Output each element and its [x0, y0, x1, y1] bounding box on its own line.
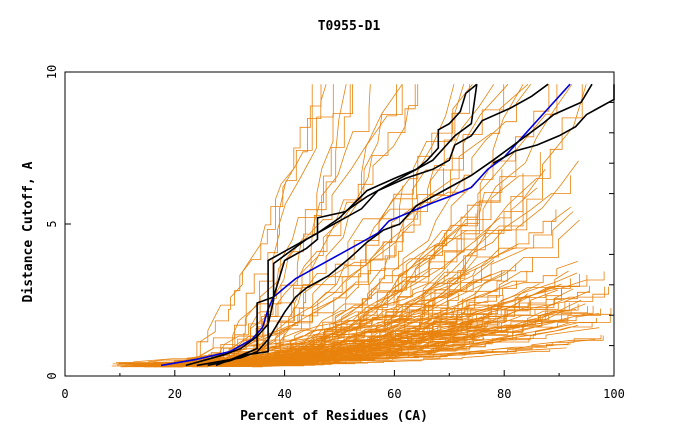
background-series-line: [179, 84, 322, 364]
background-series-line: [162, 167, 444, 367]
background-series-line: [246, 83, 573, 367]
x-tick-label: 20: [168, 387, 182, 401]
background-series-line: [188, 84, 470, 366]
background-series-group: [111, 83, 612, 368]
y-axis: 0 5 10: [45, 65, 614, 380]
y-tick-label: 10: [45, 65, 59, 79]
highlight-series-line-black: [196, 83, 593, 367]
chart-title: T0955-D1: [318, 19, 381, 34]
background-series-line: [133, 290, 460, 367]
background-series-line: [220, 292, 459, 364]
background-series-line: [206, 285, 590, 367]
x-tick-label: 100: [603, 387, 625, 401]
background-series-line: [135, 314, 458, 364]
background-series-line: [242, 290, 590, 366]
y-axis-label: Distance Cutoff, A: [21, 161, 36, 302]
background-series-line: [197, 83, 473, 367]
x-tick-label: 40: [277, 387, 291, 401]
background-series-line: [161, 213, 477, 368]
background-series-line: [198, 84, 347, 367]
x-tick-label: 0: [61, 387, 68, 401]
highlight-series-line-black: [185, 83, 478, 367]
background-series-line: [205, 84, 353, 366]
highlight-series-line-black: [215, 84, 478, 367]
background-series-line: [182, 84, 327, 364]
background-series-line: [152, 186, 501, 367]
background-series-line: [223, 327, 600, 367]
background-series-line: [227, 211, 574, 365]
background-series-line: [189, 304, 489, 367]
x-axis: 0 20 40 60 80 100: [61, 370, 625, 401]
highlight-series-line-blue: [160, 83, 571, 367]
highlight-series-line-black: [207, 83, 549, 367]
x-axis-label: Percent of Residues (CA): [240, 409, 428, 424]
x-tick-label: 60: [387, 387, 401, 401]
highlight-series-line-black: [492, 84, 615, 164]
highlight-series-group: [160, 83, 615, 367]
background-series-line: [179, 84, 334, 364]
background-series-line: [200, 83, 495, 366]
background-series-line: [207, 84, 313, 366]
y-tick-label: 0: [45, 372, 59, 379]
background-series-line: [157, 187, 538, 366]
x-tick-label: 80: [497, 387, 511, 401]
y-tick-label: 5: [45, 220, 59, 227]
background-series-line: [210, 322, 571, 365]
background-series-line: [214, 320, 500, 364]
background-series-line: [219, 185, 404, 367]
